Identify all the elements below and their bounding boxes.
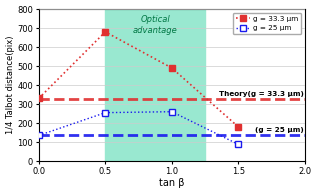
g = 33.3 μm bbox=[37, 97, 41, 100]
Text: (g = 25 μm): (g = 25 μm) bbox=[255, 127, 304, 133]
g = 25 μm bbox=[103, 112, 107, 114]
g = 33.3 μm bbox=[103, 31, 107, 33]
Text: Optical
advantage: Optical advantage bbox=[133, 15, 178, 35]
g = 25 μm bbox=[170, 111, 174, 113]
g = 25 μm bbox=[37, 134, 41, 137]
Line: g = 25 μm: g = 25 μm bbox=[36, 109, 242, 147]
g = 25 μm bbox=[236, 143, 240, 146]
g = 33.3 μm bbox=[170, 67, 174, 69]
Bar bbox=[105, 9, 205, 161]
Text: Theory(g = 33.3 μm): Theory(g = 33.3 μm) bbox=[219, 91, 304, 97]
Legend: g = 33.3 μm, g = 25 μm: g = 33.3 μm, g = 25 μm bbox=[233, 13, 301, 34]
X-axis label: tan β: tan β bbox=[159, 178, 184, 188]
g = 33.3 μm bbox=[236, 126, 240, 128]
Y-axis label: 1/4 Talbot distance(pix): 1/4 Talbot distance(pix) bbox=[6, 36, 15, 134]
Line: g = 33.3 μm: g = 33.3 μm bbox=[36, 29, 242, 130]
